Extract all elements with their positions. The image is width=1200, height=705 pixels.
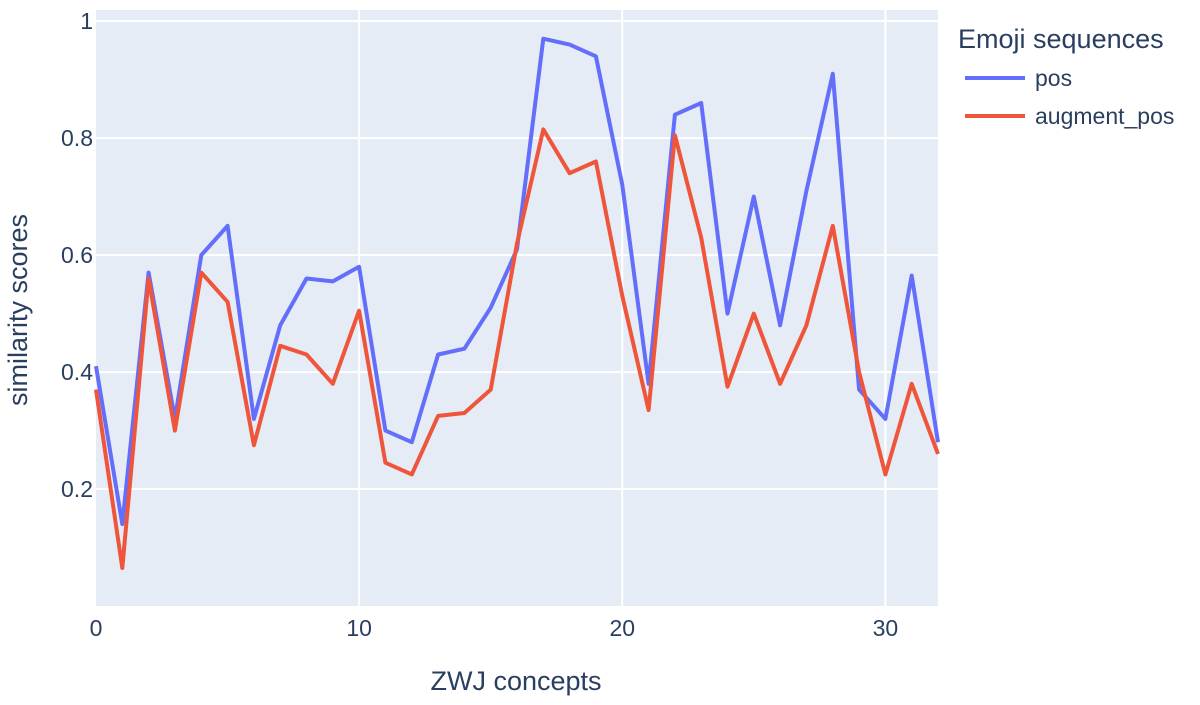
x-tick-label: 20 xyxy=(609,615,635,641)
series-line-augment-pos[interactable] xyxy=(94,127,940,570)
y-tick-label: 1 xyxy=(80,8,93,34)
legend-items[interactable]: pos augment_pos xyxy=(965,65,1174,129)
x-tick-label: 0 xyxy=(90,615,103,641)
y-tick-label: 0.6 xyxy=(61,242,93,268)
series-lines xyxy=(94,36,940,570)
x-axis-title: ZWJ concepts xyxy=(430,666,601,696)
grid-lines xyxy=(96,10,938,606)
x-tick-label: 10 xyxy=(346,615,372,641)
legend-item-augment-pos[interactable]: augment_pos xyxy=(965,103,1174,129)
legend[interactable]: Emoji sequences pos augment_pos xyxy=(958,24,1174,129)
legend-item-pos[interactable]: pos xyxy=(965,65,1072,91)
y-tick-label: 0.4 xyxy=(61,359,93,385)
plot-background xyxy=(96,10,938,606)
legend-label: augment_pos xyxy=(1035,103,1174,129)
legend-title: Emoji sequences xyxy=(958,24,1164,54)
tick-labels: 0.20.40.60.810 10 20 30 xyxy=(61,8,898,641)
y-tick-label: 0.8 xyxy=(61,125,93,151)
y-tick-label: 0.2 xyxy=(61,476,93,502)
x-tick-label: 30 xyxy=(873,615,899,641)
y-axis-title: similarity scores xyxy=(3,214,33,406)
legend-label: pos xyxy=(1035,65,1072,91)
